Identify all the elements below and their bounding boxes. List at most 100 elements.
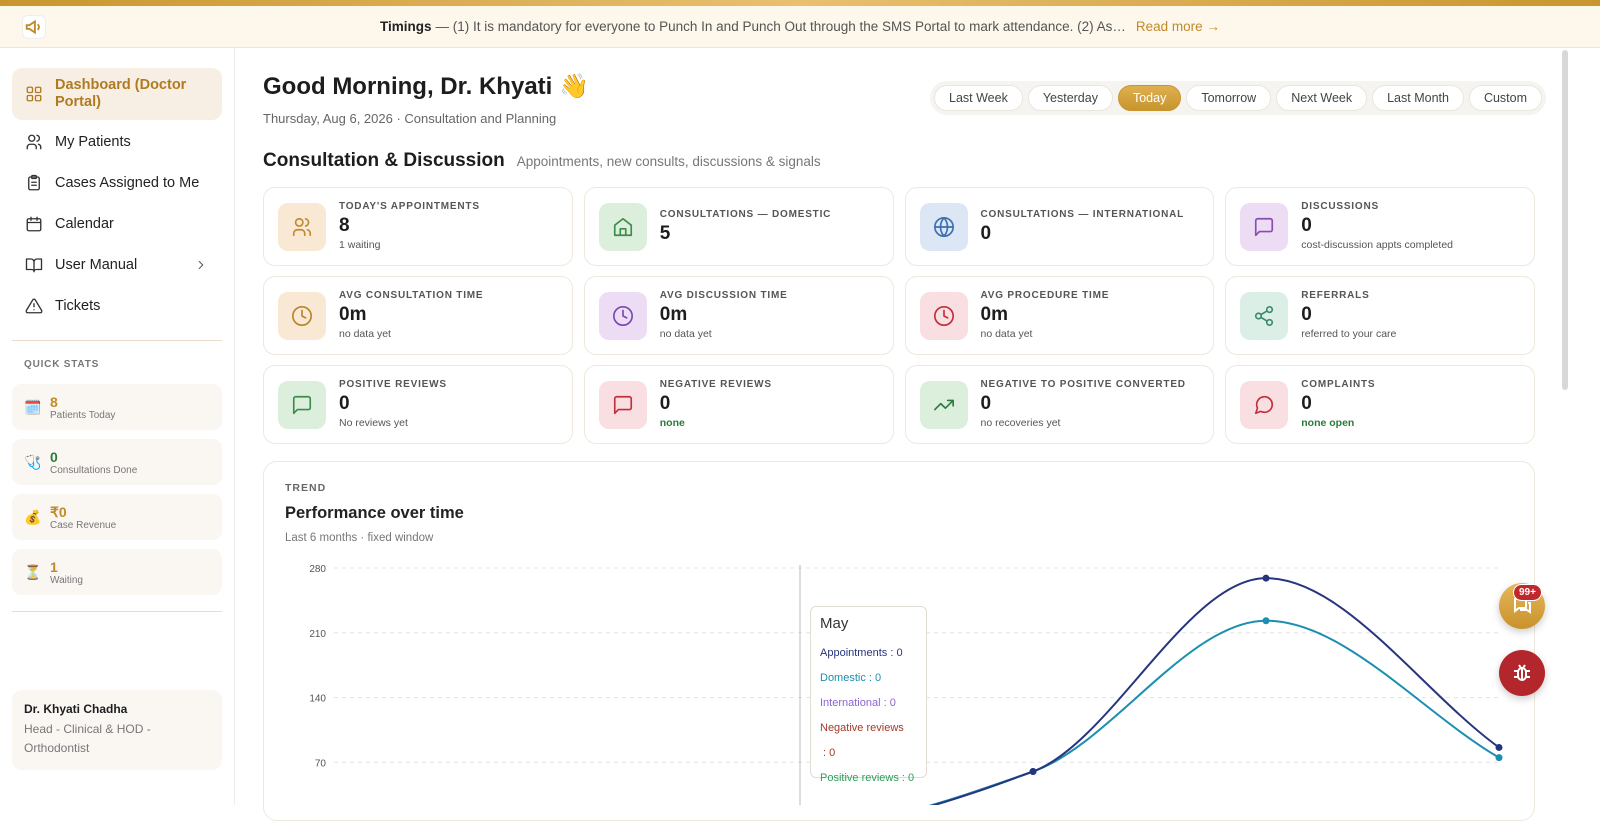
card-text: CONSULTATIONS — INTERNATIONAL 0 (981, 188, 1185, 265)
tooltip-series-name: Appointments (820, 647, 888, 659)
card-icon (278, 381, 326, 429)
tooltip-value: 0 (875, 672, 882, 684)
stat-card: CONSULTATIONS — INTERNATIONAL 0 (904, 187, 1215, 266)
date-filter[interactable]: Custom (1468, 85, 1543, 111)
card-value: 0 (1301, 393, 1312, 414)
icon (612, 306, 633, 326)
card-text: CONSULTATIONS — DOMESTIC 5 (660, 188, 831, 265)
data-point (1262, 617, 1270, 625)
card-text: COMPLAINTS 0 none open (1301, 366, 1375, 443)
tooltip-separator: : (880, 697, 890, 709)
card-note: No reviews yet (339, 417, 408, 429)
date-filter-group: Last Week Yesterday Today Tomorrow Next Week… (930, 81, 1547, 115)
quick-stats-title: QUICK STATS (24, 359, 100, 370)
nav-item[interactable]: My Patients (12, 127, 222, 157)
tooltip-series-name: Negative reviews (820, 722, 904, 734)
card-text: DISCUSSIONS 0 cost-discussion appts comple… (1301, 188, 1453, 265)
quick-stat-icon: 💰 (24, 508, 42, 525)
quick-stat-text: ₹0 Case Revenue (50, 504, 116, 531)
read-more-link[interactable]: Read more → (1135, 19, 1220, 34)
tooltip-value: 0 (896, 647, 903, 659)
y-tick-label: 70 (315, 758, 327, 769)
date-filter[interactable]: Today (1117, 85, 1182, 111)
card-value: 0 (1301, 215, 1312, 236)
card-value: 0 (339, 393, 350, 414)
chart-tooltip: May Appointments : 0 Domestic : 0 Internati… (810, 606, 927, 784)
chart: TREND Performance over time Last 6 months … (285, 482, 1503, 805)
announcement-banner: Timings — (1) It is mandatory for everyo… (0, 6, 1600, 48)
card-text: NEGATIVE TO POSITIVE CONVERTED 0 no recove… (981, 366, 1186, 443)
card-label: REFERRALS (1301, 290, 1370, 301)
quick-stat-value: ₹0 (50, 503, 67, 520)
section-title: Consultation & Discussion (263, 150, 505, 171)
stat-cards: TODAY'S APPOINTMENTS 8 1 waiting CONSULTATI… (263, 187, 1535, 444)
tooltip-value: 0 (908, 772, 915, 784)
card-label: COMPLAINTS (1301, 379, 1376, 390)
y-tick-label: 210 (309, 629, 326, 640)
data-point (1495, 743, 1503, 751)
card-text: NEGATIVE REVIEWS 0 none (660, 366, 772, 443)
date-filter[interactable]: Last Week (934, 85, 1023, 111)
icon (933, 217, 954, 237)
scrollbar[interactable] (1562, 50, 1568, 390)
quick-stat-icon: ⏳ (24, 563, 42, 580)
nav-item[interactable]: User Manual (12, 250, 222, 280)
date-filter[interactable]: Yesterday (1027, 85, 1113, 111)
nav-item[interactable]: Calendar (12, 209, 222, 239)
sidebar: Dashboard (Doctor Portal) My Patients Case… (0, 48, 235, 805)
tooltip-row: Positive reviews : 0 (820, 766, 917, 791)
nav-label: Cases Assigned to Me (55, 175, 200, 191)
quick-stat-label: Consultations Done (50, 464, 138, 476)
nav-label: Dashboard (Doctor Portal) (55, 77, 187, 110)
nav-label: User Manual (55, 257, 138, 273)
nav-item[interactable]: Tickets (12, 291, 222, 321)
icon (613, 395, 632, 415)
card-icon (919, 292, 968, 340)
nav-item[interactable]: Dashboard (Doctor Portal) (12, 68, 222, 120)
data-point (1495, 754, 1503, 762)
icon (292, 395, 312, 415)
card-value: 5 (659, 223, 671, 244)
section-header: Consultation & Discussion Appointments, … (263, 150, 821, 172)
banner-text: — (1) It is mandatory for everyone to Pu… (435, 19, 1126, 34)
tooltip-row: Appointments : 0 (820, 641, 917, 666)
nav-icon (26, 134, 42, 150)
stat-card: REFERRALS 0 referred to your care (1225, 276, 1535, 355)
card-note: no recoveries yet (980, 417, 1061, 429)
nav-label: My Patients (55, 134, 131, 150)
card-label: NEGATIVE TO POSITIVE CONVERTED (980, 379, 1186, 390)
card-value: 0 (980, 223, 992, 244)
date-filter[interactable]: Last Month (1372, 85, 1464, 111)
quick-stat: 💰 ₹0 Case Revenue (12, 494, 222, 540)
tooltip-separator: : (865, 672, 876, 684)
nav-item[interactable]: Cases Assigned to Me (12, 168, 222, 198)
date-filter[interactable]: Next Week (1276, 85, 1368, 111)
top-stripe (0, 0, 1600, 6)
tooltip-series-name: International (820, 697, 881, 709)
tooltip-row: Negative reviews : 0 (820, 716, 917, 766)
tooltip-series-name: Positive reviews (820, 772, 899, 784)
card-note: none open (1301, 417, 1355, 429)
profile-card: Dr. Khyati Chadha Head - Clinical & HOD -… (12, 690, 222, 770)
y-tick-label: 280 (309, 564, 326, 575)
card-icon (598, 203, 647, 251)
icon (933, 306, 954, 326)
banner-label: Timings (380, 19, 432, 34)
chart-eyebrow: TREND (285, 482, 326, 494)
bug-report-button[interactable] (1499, 650, 1545, 696)
y-tick-label: 140 (309, 694, 326, 705)
divider (12, 340, 222, 341)
quick-stat: 🗓️ 8 Patients Today (12, 384, 222, 430)
profile-name: Dr. Khyati Chadha (24, 702, 128, 716)
nav-label: Calendar (55, 216, 114, 232)
card-icon (278, 203, 326, 251)
date-subtitle: Thursday, Aug 6, 2026 · Consultation and… (263, 111, 557, 126)
quick-stat-icon: 🗓️ (24, 398, 42, 415)
date-filter[interactable]: Tomorrow (1186, 85, 1272, 111)
series-line (930, 577, 1500, 805)
stat-card: TODAY'S APPOINTMENTS 8 1 waiting (263, 187, 573, 266)
quick-stat-value: 1 (50, 558, 58, 575)
stat-card: DISCUSSIONS 0 cost-discussion appts comple… (1225, 187, 1535, 266)
stat-card: NEGATIVE TO POSITIVE CONVERTED 0 no recove… (904, 365, 1215, 444)
